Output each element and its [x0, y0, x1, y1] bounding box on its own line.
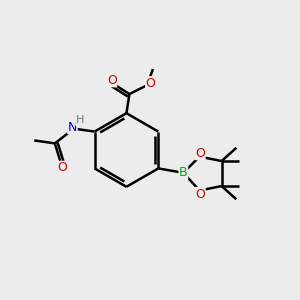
Text: O: O [57, 161, 67, 174]
Text: O: O [107, 74, 117, 87]
Text: O: O [146, 77, 155, 90]
Text: H: H [76, 116, 84, 125]
Text: N: N [68, 121, 77, 134]
Text: B: B [179, 166, 188, 179]
Text: O: O [195, 188, 205, 200]
Text: O: O [195, 147, 205, 160]
